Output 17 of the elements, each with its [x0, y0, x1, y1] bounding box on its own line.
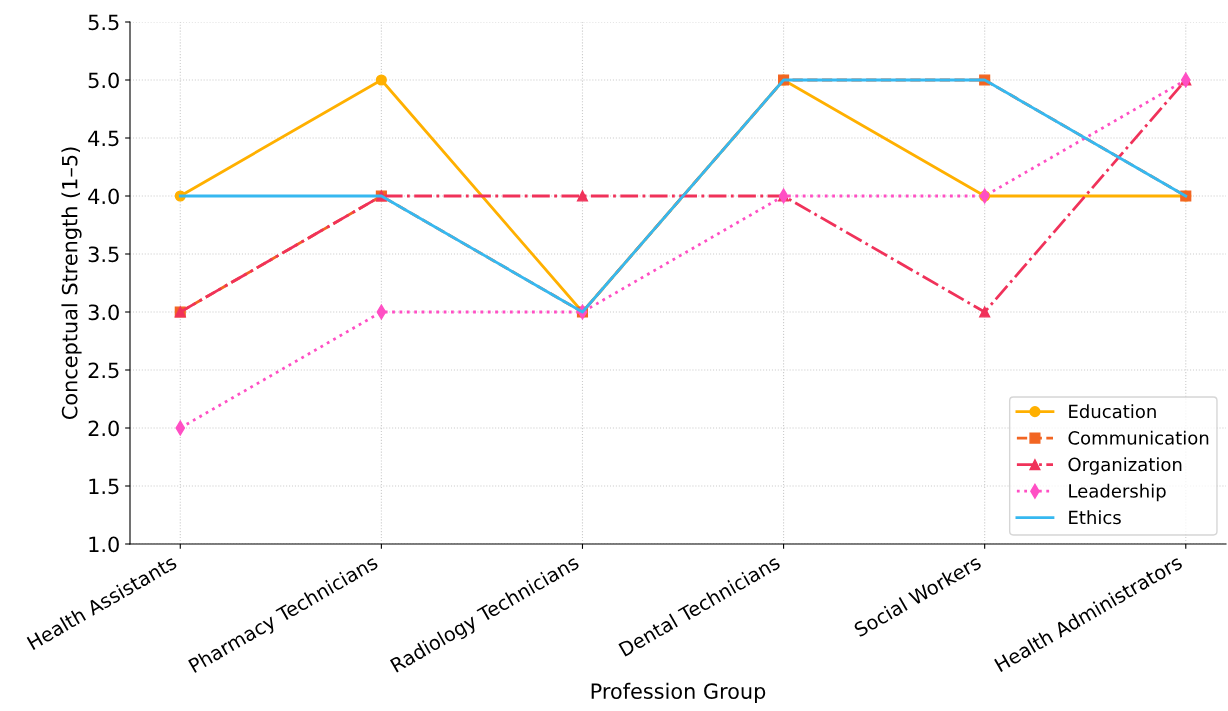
y-tick-label: 5.0: [88, 72, 119, 89]
x-axis-title: Profession Group: [591, 682, 766, 704]
legend-label: Ethics: [1069, 510, 1121, 525]
legend-label: Leadership: [1069, 483, 1166, 502]
legend-label: Organization: [1068, 457, 1182, 475]
y-tick-label: 3.0: [88, 304, 119, 321]
y-tick-label: 5.5: [88, 14, 119, 31]
y-tick-label: 3.5: [88, 246, 119, 263]
y-tick-label: 2.5: [88, 362, 119, 379]
y-tick-label: 1.0: [89, 536, 119, 553]
y-axis-title: Conceptual Strength (1–5): [61, 147, 82, 420]
y-tick-label: 1.5: [89, 478, 119, 495]
y-tick-label: 2.0: [88, 420, 119, 437]
y-tick-label: 4.5: [88, 130, 119, 147]
legend-label: Education: [1069, 404, 1156, 419]
y-tick-label: 4.0: [88, 188, 119, 205]
legend-label: Communication: [1068, 430, 1209, 445]
